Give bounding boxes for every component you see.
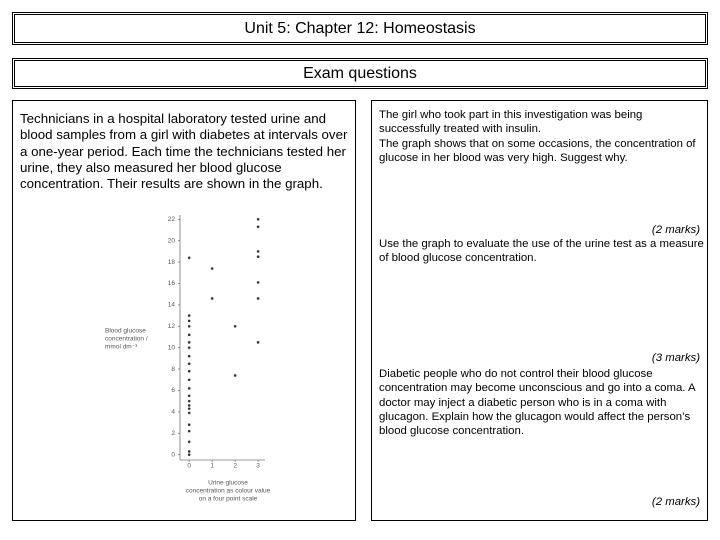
y-tick-label: 8: [171, 366, 175, 373]
point: [187, 450, 191, 453]
point: [187, 319, 191, 323]
x-axis-label: Urine glucose: [208, 480, 248, 487]
point: [256, 341, 260, 344]
x-tick-label: 1: [210, 463, 214, 470]
point: [187, 411, 191, 415]
point: [187, 399, 191, 403]
intro-text: Technicians in a hospital laboratory tes…: [20, 111, 348, 192]
question: Diabetic people who do not control their…: [379, 367, 705, 438]
left-panel: [12, 100, 356, 521]
point: [187, 354, 191, 358]
point: [187, 324, 191, 328]
point: [187, 429, 191, 433]
question: The girl who took part in this investiga…: [379, 108, 705, 165]
subtitle-box: Exam questions: [12, 58, 708, 89]
y-tick-label: 22: [168, 216, 176, 223]
right-panel: [371, 100, 708, 521]
question-text: Diabetic people who do not control their…: [379, 368, 695, 438]
x-tick-label: 2: [233, 463, 237, 470]
point: [210, 267, 214, 270]
point: [187, 369, 191, 373]
y-tick-label: 0: [171, 451, 175, 458]
point: [187, 387, 191, 390]
title: Unit 5: Chapter 12: Homeostasis: [244, 20, 476, 37]
y-axis-label: mmol dm⁻³: [105, 344, 138, 351]
point: [187, 404, 191, 407]
y-tick-label: 14: [168, 302, 176, 309]
y-tick-label: 6: [171, 387, 175, 394]
title-box: Unit 5: Chapter 12: Homeostasis: [12, 12, 708, 45]
y-tick-label: 16: [168, 280, 176, 287]
point: [187, 378, 191, 382]
point: [187, 362, 191, 366]
marks: (3 marks): [651, 352, 700, 364]
point: [187, 346, 191, 349]
x-axis-label: on a four point scale: [199, 496, 258, 503]
point: [187, 314, 191, 317]
point: [256, 225, 260, 229]
marks: (2 marks): [651, 224, 700, 236]
question-text: The graph shows that on some occasions, …: [379, 137, 696, 164]
y-tick-label: 10: [168, 344, 176, 351]
y-axis-label: Blood glucose: [105, 328, 146, 335]
y-tick-label: 12: [168, 323, 176, 330]
x-axis-label: concentration as colour value: [186, 488, 271, 495]
y-axis-label: concentration /: [105, 336, 148, 343]
y-tick-label: 18: [168, 259, 176, 266]
subtitle: Exam questions: [303, 65, 417, 82]
point: [187, 256, 191, 260]
point: [210, 297, 214, 300]
y-tick-label: 2: [171, 430, 175, 437]
point: [233, 374, 237, 377]
x-tick-label: 3: [256, 463, 260, 470]
point: [187, 333, 191, 337]
marks: (2 marks): [651, 496, 700, 508]
question-text: The girl who took part in this investiga…: [379, 109, 643, 136]
point: [187, 440, 191, 444]
point: [256, 250, 260, 253]
point: [256, 217, 260, 221]
point: [256, 281, 260, 284]
point: [187, 394, 191, 398]
y-tick-label: 20: [168, 237, 176, 244]
point: [187, 453, 191, 456]
point: [256, 297, 260, 300]
question: Use the graph to evaluate the use of the…: [379, 237, 705, 266]
question-text: Use the graph to evaluate the use of the…: [379, 238, 704, 265]
point: [187, 407, 191, 410]
point: [187, 423, 191, 426]
point: [233, 324, 237, 328]
x-tick-label: 0: [187, 463, 191, 470]
y-tick-label: 4: [171, 409, 175, 416]
point: [187, 341, 191, 344]
point: [256, 255, 260, 259]
